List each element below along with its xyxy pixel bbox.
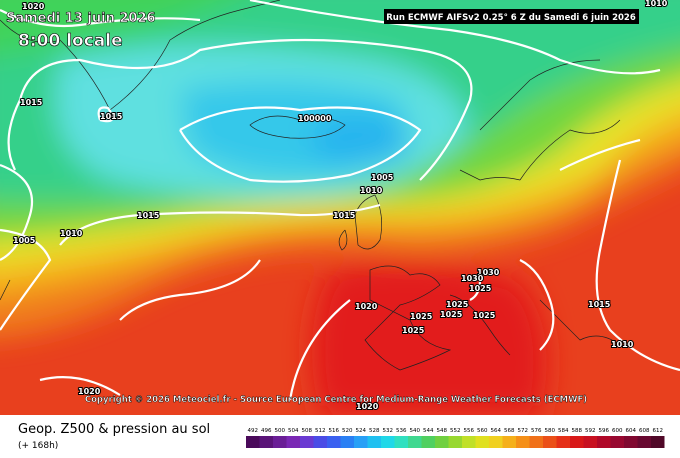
isobar-label: 100000 xyxy=(298,114,332,123)
isobar-label: 1010 xyxy=(360,186,383,195)
scale-label: 536 xyxy=(396,428,407,434)
scale-label: 576 xyxy=(531,428,542,434)
run-box xyxy=(384,9,639,24)
isobar-label: 1025 xyxy=(446,300,469,309)
scale-label: 532 xyxy=(383,428,394,434)
scale-swatch xyxy=(435,436,449,448)
isobar-label: 1015 xyxy=(333,211,356,220)
local-time: 8:00 locale xyxy=(18,31,123,51)
scale-label: 592 xyxy=(585,428,596,434)
scale-label: 552 xyxy=(450,428,461,434)
scale-label: 520 xyxy=(342,428,353,434)
scale-swatch xyxy=(610,436,624,448)
scale-swatch xyxy=(300,436,314,448)
scale-swatch xyxy=(313,436,327,448)
scale-label: 516 xyxy=(329,428,340,434)
scale-swatch xyxy=(327,436,341,448)
scale-label: 568 xyxy=(504,428,515,434)
isobar-label: 1005 xyxy=(13,236,36,245)
scale-label: 496 xyxy=(261,428,272,434)
isobar-label: 1010 xyxy=(611,340,634,349)
scale-label: 524 xyxy=(356,428,367,434)
scale-swatch xyxy=(421,436,435,448)
scale-swatch xyxy=(354,436,368,448)
footer-subtitle: (+ 168h) xyxy=(18,441,58,451)
date-label: Samedi 13 juin 2026 xyxy=(6,11,156,26)
scale-label: 528 xyxy=(369,428,380,434)
isobar-label: 1020 xyxy=(78,387,101,396)
scale-label: 556 xyxy=(464,428,475,434)
scale-swatch xyxy=(246,436,260,448)
scale-label: 600 xyxy=(612,428,623,434)
scale-swatch xyxy=(286,436,300,448)
scale-swatch xyxy=(448,436,462,448)
scale-label: 512 xyxy=(315,428,326,434)
isobar-labels: 1020 1010 1015 1015 100000 1005 1010 101… xyxy=(12,0,669,412)
scale-label: 564 xyxy=(491,428,502,434)
scale-label: 612 xyxy=(653,428,664,434)
scale-label: 504 xyxy=(288,428,299,434)
scale-label: 508 xyxy=(302,428,313,434)
scale-swatch xyxy=(340,436,354,448)
isobar-label: 1030 xyxy=(477,268,500,277)
scale-label: 608 xyxy=(639,428,650,434)
scale-swatch xyxy=(583,436,597,448)
scale-label: 492 xyxy=(248,428,259,434)
scale-swatch xyxy=(529,436,543,448)
scale-swatch xyxy=(637,436,651,448)
scale-swatch xyxy=(462,436,476,448)
isobar-label: 1020 xyxy=(22,2,45,11)
scale-swatch xyxy=(502,436,516,448)
color-scale: 492 496 500 504 508 512 516 520 524 528 532 536 540 5… xyxy=(246,428,665,448)
scale-label: 596 xyxy=(599,428,610,434)
isobar-label: 1015 xyxy=(137,211,160,220)
isobar-label: 1005 xyxy=(371,173,394,182)
scale-label: 544 xyxy=(423,428,434,434)
scale-swatch xyxy=(543,436,557,448)
isobar-label: 1015 xyxy=(100,112,123,121)
scale-label: 580 xyxy=(545,428,556,434)
scale-swatch xyxy=(273,436,287,448)
footer-title: Geop. Z500 & pression au sol xyxy=(18,422,210,437)
scale-swatch xyxy=(651,436,665,448)
isobar-label: 1010 xyxy=(60,229,83,238)
scale-swatch xyxy=(475,436,489,448)
isobar-label: 1015 xyxy=(20,98,43,107)
scale-swatch xyxy=(381,436,395,448)
scale-swatch xyxy=(259,436,273,448)
scale-label: 584 xyxy=(558,428,569,434)
copyright: Copyright © 2026 Meteociel.fr - Source E… xyxy=(85,395,587,405)
isobar-label: 1020 xyxy=(356,402,379,411)
scale-swatch xyxy=(408,436,422,448)
scale-swatch xyxy=(556,436,570,448)
isobar-label: 1025 xyxy=(410,312,433,321)
isobar-label: 1020 xyxy=(355,302,378,311)
scale-label: 548 xyxy=(437,428,448,434)
scale-swatch xyxy=(516,436,530,448)
scale-swatch xyxy=(624,436,638,448)
scale-label: 604 xyxy=(626,428,637,434)
scale-label: 572 xyxy=(518,428,529,434)
isobar-label: 1025 xyxy=(402,326,425,335)
scale-label: 500 xyxy=(275,428,286,434)
scale-swatch xyxy=(367,436,381,448)
isobar-label: 1010 xyxy=(645,0,668,8)
scale-label: 588 xyxy=(572,428,583,434)
run-info: Run ECMWF AIFSv2 0.25° 6 Z du Samedi 6 j… xyxy=(386,13,636,23)
isobar-label: 1025 xyxy=(440,310,463,319)
scale-swatch xyxy=(570,436,584,448)
scale-swatch xyxy=(394,436,408,448)
map xyxy=(0,0,680,415)
scale-swatch xyxy=(597,436,611,448)
scale-label: 540 xyxy=(410,428,421,434)
scale-label: 560 xyxy=(477,428,488,434)
isobar-label: 1025 xyxy=(473,311,496,320)
isobar-label: 1025 xyxy=(469,284,492,293)
isobar-label: 1030 xyxy=(461,274,484,283)
scale-swatch xyxy=(489,436,503,448)
isobar-label: 1015 xyxy=(588,300,611,309)
